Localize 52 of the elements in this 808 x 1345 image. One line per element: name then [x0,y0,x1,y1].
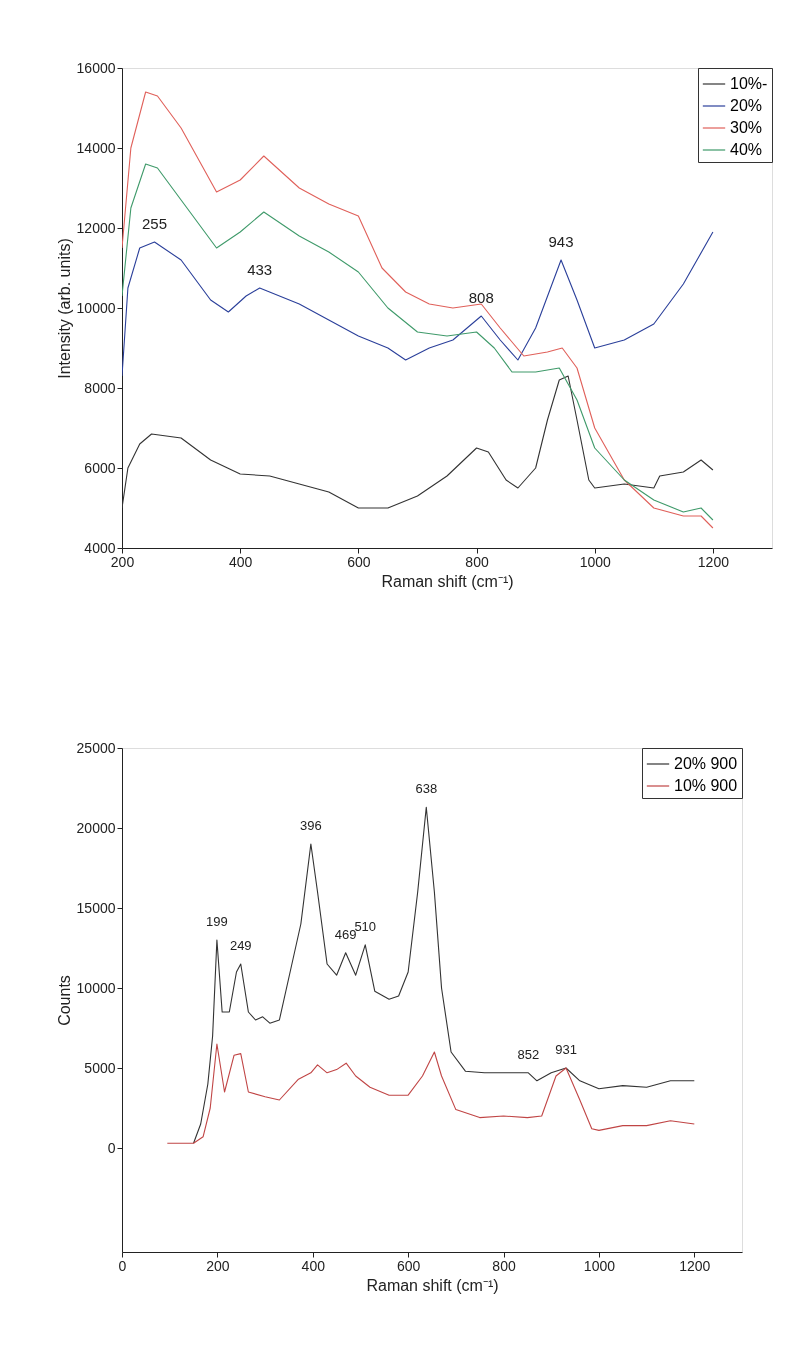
y-tick-label: 4000 [84,539,116,556]
x-tick-label: 400 [301,1257,326,1274]
y-tick-label: 10000 [76,299,116,316]
legend-label: 40% [730,141,763,158]
legend-label: 10%- [730,75,768,92]
x-tick-label: 200 [110,553,135,570]
y-tick-label: 0 [107,1139,116,1156]
annotation: 808 [468,289,494,306]
y-axis-title: Counts [55,975,73,1026]
x-tick-label: 1200 [697,553,730,570]
legend-label: 10% 900 [674,777,738,794]
annotation: 433 [247,261,273,278]
x-tick-label: 600 [347,553,371,570]
y-tick-label: 20000 [76,819,116,836]
x-axis-title: Raman shift (cm⁻¹) [366,1276,499,1294]
y-tick-label: 14000 [76,139,116,156]
x-tick-label: 200 [206,1257,230,1274]
line-series [122,231,714,377]
x-tick-label: 800 [465,553,489,570]
line-series [122,91,714,529]
y-tick-label: 6000 [84,459,116,476]
x-tick-label: 1200 [679,1257,711,1274]
y-axis-title: Intensity (arb. units) [55,238,73,379]
x-tick-label: 1000 [583,1257,616,1274]
annotation: 396 [300,818,322,833]
x-axis-title: Raman shift (cm⁻¹) [381,572,514,590]
annotation: 249 [229,938,252,953]
x-tick-label: 400 [229,553,253,570]
annotation: 931 [555,1042,577,1057]
y-tick-label: 16000 [76,59,116,76]
line-series [122,163,714,521]
annotation: 943 [548,233,574,250]
annotation: 638 [415,781,438,797]
annotation: 255 [141,215,168,232]
annotation: 852 [517,1046,540,1062]
line-series [166,1043,695,1144]
legend-label: 20% [730,97,763,114]
line-series [192,806,695,1144]
y-tick-label: 5000 [84,1059,116,1076]
x-tick-label: 800 [492,1257,516,1274]
x-tick-label: 600 [396,1257,421,1274]
legend-label: 30% [730,119,763,136]
legend-label: 20% 900 [674,755,738,772]
y-tick-label: 8000 [84,379,116,396]
y-tick-label: 25000 [76,739,116,756]
line-series [122,375,714,509]
x-tick-label: 1000 [579,553,612,570]
x-tick-label: 0 [118,1257,127,1274]
y-tick-label: 15000 [76,899,116,916]
y-tick-label: 12000 [76,219,116,236]
annotation: 199 [206,914,228,929]
y-tick-label: 10000 [76,979,116,996]
